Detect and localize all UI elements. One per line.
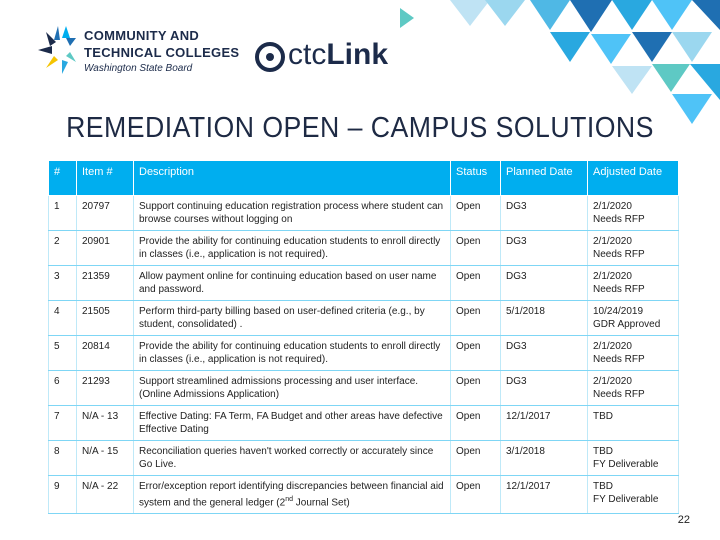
- sbctc-logo: COMMUNITY AND TECHNICAL COLLEGES Washing…: [36, 20, 246, 90]
- cell-adjusted-date: 2/1/2020 Needs RFP: [587, 230, 679, 266]
- page-number: 22: [677, 514, 690, 526]
- cell-description: Perform third-party billing based on use…: [133, 300, 451, 336]
- cell-description: Support continuing education registratio…: [133, 195, 451, 231]
- cell-adjusted-date: 2/1/2020 Needs RFP: [587, 195, 679, 231]
- cell-item: N/A - 15: [76, 440, 134, 476]
- cell-planned-date: DG3: [500, 230, 588, 266]
- cell-planned-date: DG3: [500, 265, 588, 301]
- cell-description: Reconciliation queries haven't worked co…: [133, 440, 451, 476]
- ctclink-mark-icon: [255, 42, 285, 72]
- org-name-line2: TECHNICAL COLLEGES: [84, 45, 240, 60]
- cell-description: Support streamlined admissions processin…: [133, 370, 451, 406]
- cell-adjusted-date: 2/1/2020 Needs RFP: [587, 370, 679, 406]
- col-header-item: Item #: [76, 160, 134, 196]
- col-header-description: Description: [133, 160, 451, 196]
- cell-status: Open: [450, 405, 501, 441]
- desc-text-start: Error/exception report identifying discr…: [139, 481, 444, 509]
- cell-planned-date: 5/1/2018: [500, 300, 588, 336]
- cell-num: 8: [48, 440, 77, 476]
- cell-adjusted-date: 2/1/2020 Needs RFP: [587, 265, 679, 301]
- cell-description: Allow payment online for continuing educ…: [133, 265, 451, 301]
- table-row: 2 20901 Provide the ability for continui…: [48, 230, 679, 266]
- cell-adjusted-date: TBD FY Deliverable: [587, 475, 679, 515]
- table-header-row: # Item # Description Status Planned Date…: [48, 160, 679, 196]
- ctclink-wordmark: ctcLink: [288, 38, 388, 72]
- desc-superscript: nd: [285, 496, 293, 503]
- starburst-icon: [38, 26, 76, 74]
- cell-item: 21505: [76, 300, 134, 336]
- ctclink-logo: ctcLink: [255, 38, 405, 80]
- cell-planned-date: 12/1/2017: [500, 405, 588, 441]
- cell-adjusted-date: TBD: [587, 405, 679, 441]
- ctclink-wordmark-ctc: ctc: [288, 38, 327, 71]
- table-row: 3 21359 Allow payment online for continu…: [48, 265, 679, 301]
- cell-item: N/A - 22: [76, 475, 134, 515]
- cell-item: 20901: [76, 230, 134, 266]
- cell-item: N/A - 13: [76, 405, 134, 441]
- page-title: REMEDIATION OPEN – CAMPUS SOLUTIONS: [66, 112, 654, 144]
- cell-item: 21293: [76, 370, 134, 406]
- col-header-num: #: [48, 160, 77, 196]
- cell-num: 7: [48, 405, 77, 441]
- table-row: 8 N/A - 15 Reconciliation queries haven'…: [48, 440, 679, 476]
- cell-description: Error/exception report identifying discr…: [133, 475, 451, 515]
- cell-num: 4: [48, 300, 77, 336]
- decorative-triangles: [400, 0, 720, 124]
- cell-description: Effective Dating: FA Term, FA Budget and…: [133, 405, 451, 441]
- cell-adjusted-date: 10/24/2019 GDR Approved: [587, 300, 679, 336]
- cell-adjusted-date: 2/1/2020 Needs RFP: [587, 335, 679, 371]
- cell-status: Open: [450, 230, 501, 266]
- table-row: 9 N/A - 22 Error/exception report identi…: [48, 475, 679, 515]
- cell-item: 20797: [76, 195, 134, 231]
- cell-status: Open: [450, 300, 501, 336]
- col-header-planned-date: Planned Date: [500, 160, 588, 196]
- cell-status: Open: [450, 335, 501, 371]
- cell-num: 2: [48, 230, 77, 266]
- col-header-status: Status: [450, 160, 501, 196]
- cell-item: 21359: [76, 265, 134, 301]
- table-row: 1 20797 Support continuing education reg…: [48, 195, 679, 231]
- cell-num: 3: [48, 265, 77, 301]
- remediation-table: # Item # Description Status Planned Date…: [48, 160, 679, 515]
- cell-item: 20814: [76, 335, 134, 371]
- table-row: 7 N/A - 13 Effective Dating: FA Term, FA…: [48, 405, 679, 441]
- cell-status: Open: [450, 475, 501, 515]
- org-name-line1: COMMUNITY AND: [84, 28, 200, 43]
- cell-num: 9: [48, 475, 77, 515]
- cell-description: Provide the ability for continuing educa…: [133, 230, 451, 266]
- cell-num: 1: [48, 195, 77, 231]
- cell-planned-date: 3/1/2018: [500, 440, 588, 476]
- cell-description: Provide the ability for continuing educa…: [133, 335, 451, 371]
- cell-planned-date: DG3: [500, 335, 588, 371]
- col-header-adjusted-date: Adjusted Date: [587, 160, 679, 196]
- table-row: 6 21293 Support streamlined admissions p…: [48, 370, 679, 406]
- cell-num: 5: [48, 335, 77, 371]
- cell-planned-date: 12/1/2017: [500, 475, 588, 515]
- cell-status: Open: [450, 195, 501, 231]
- cell-status: Open: [450, 370, 501, 406]
- cell-planned-date: DG3: [500, 370, 588, 406]
- cell-num: 6: [48, 370, 77, 406]
- cell-planned-date: DG3: [500, 195, 588, 231]
- ctclink-wordmark-link: Link: [326, 38, 389, 71]
- org-name-line3: Washington State Board: [84, 63, 193, 74]
- cell-status: Open: [450, 440, 501, 476]
- cell-adjusted-date: TBD FY Deliverable: [587, 440, 679, 476]
- table-row: 5 20814 Provide the ability for continui…: [48, 335, 679, 371]
- table-row: 4 21505 Perform third-party billing base…: [48, 300, 679, 336]
- cell-status: Open: [450, 265, 501, 301]
- desc-text-end: Journal Set): [293, 497, 350, 509]
